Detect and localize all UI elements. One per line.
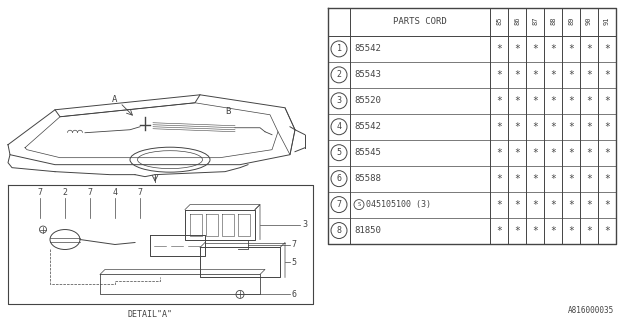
Text: 85588: 85588 — [354, 174, 381, 183]
Text: *: * — [586, 148, 592, 158]
Text: 87: 87 — [532, 17, 538, 25]
Text: *: * — [586, 96, 592, 106]
Text: *: * — [586, 226, 592, 236]
Text: *: * — [586, 70, 592, 80]
Text: *: * — [568, 174, 574, 184]
Text: *: * — [550, 44, 556, 54]
Text: *: * — [514, 122, 520, 132]
Text: 89: 89 — [568, 17, 574, 25]
Text: 2: 2 — [63, 188, 67, 197]
Text: *: * — [496, 226, 502, 236]
Text: 85520: 85520 — [354, 96, 381, 105]
Text: *: * — [514, 44, 520, 54]
Text: *: * — [514, 200, 520, 210]
Text: A816000035: A816000035 — [568, 306, 614, 315]
Text: *: * — [496, 44, 502, 54]
Text: *: * — [532, 96, 538, 106]
Text: *: * — [532, 174, 538, 184]
Text: *: * — [532, 226, 538, 236]
Text: *: * — [514, 226, 520, 236]
Text: *: * — [568, 44, 574, 54]
Text: 2: 2 — [337, 70, 342, 79]
Text: *: * — [514, 96, 520, 106]
Text: 6: 6 — [291, 290, 296, 299]
Text: 7: 7 — [337, 200, 342, 209]
Text: *: * — [568, 122, 574, 132]
Text: 1: 1 — [337, 44, 342, 53]
Text: B: B — [225, 107, 230, 116]
Text: *: * — [604, 96, 610, 106]
Text: *: * — [604, 44, 610, 54]
Text: *: * — [532, 122, 538, 132]
Text: *: * — [550, 174, 556, 184]
Text: *: * — [550, 70, 556, 80]
Text: *: * — [532, 44, 538, 54]
Text: S: S — [357, 202, 360, 207]
Text: *: * — [586, 44, 592, 54]
Text: *: * — [586, 200, 592, 210]
Text: *: * — [496, 174, 502, 184]
Text: *: * — [604, 174, 610, 184]
Text: *: * — [604, 200, 610, 210]
Text: 4: 4 — [113, 188, 118, 197]
Text: 7: 7 — [38, 188, 42, 197]
Text: *: * — [604, 70, 610, 80]
Text: 045105100 (3): 045105100 (3) — [366, 200, 431, 209]
Text: *: * — [604, 226, 610, 236]
Text: 85542: 85542 — [354, 122, 381, 131]
Text: *: * — [496, 70, 502, 80]
Text: *: * — [496, 122, 502, 132]
Text: PARTS CORD: PARTS CORD — [393, 18, 447, 27]
Text: *: * — [496, 148, 502, 158]
Text: *: * — [604, 122, 610, 132]
Text: *: * — [496, 96, 502, 106]
Text: 88: 88 — [550, 17, 556, 25]
Text: *: * — [586, 122, 592, 132]
Text: 4: 4 — [337, 122, 342, 131]
Text: 3: 3 — [302, 220, 307, 229]
Text: *: * — [532, 148, 538, 158]
Text: 5: 5 — [337, 148, 342, 157]
Text: 91: 91 — [604, 17, 610, 25]
Text: *: * — [550, 122, 556, 132]
Text: *: * — [496, 200, 502, 210]
Text: *: * — [514, 70, 520, 80]
Text: 86: 86 — [514, 17, 520, 25]
Text: 85542: 85542 — [354, 44, 381, 53]
Text: 7: 7 — [138, 188, 143, 197]
Text: *: * — [532, 70, 538, 80]
Text: *: * — [514, 148, 520, 158]
Text: *: * — [550, 148, 556, 158]
Text: 85: 85 — [496, 17, 502, 25]
Text: *: * — [586, 174, 592, 184]
Text: 6: 6 — [337, 174, 342, 183]
Text: DETAIL"A": DETAIL"A" — [128, 310, 173, 319]
Text: A: A — [112, 95, 118, 104]
Text: *: * — [550, 226, 556, 236]
Text: *: * — [568, 148, 574, 158]
Text: 7: 7 — [88, 188, 93, 197]
Text: *: * — [568, 226, 574, 236]
Text: 7: 7 — [291, 240, 296, 249]
Text: *: * — [604, 148, 610, 158]
Text: *: * — [532, 200, 538, 210]
Text: 8: 8 — [337, 226, 342, 235]
Text: *: * — [514, 174, 520, 184]
Text: *: * — [568, 200, 574, 210]
Text: 81850: 81850 — [354, 226, 381, 235]
Text: 5: 5 — [291, 258, 296, 267]
Text: *: * — [568, 96, 574, 106]
Text: *: * — [550, 96, 556, 106]
Text: *: * — [568, 70, 574, 80]
Text: 3: 3 — [337, 96, 342, 105]
Text: *: * — [550, 200, 556, 210]
Text: 90: 90 — [586, 17, 592, 25]
Text: 85543: 85543 — [354, 70, 381, 79]
Text: 85545: 85545 — [354, 148, 381, 157]
